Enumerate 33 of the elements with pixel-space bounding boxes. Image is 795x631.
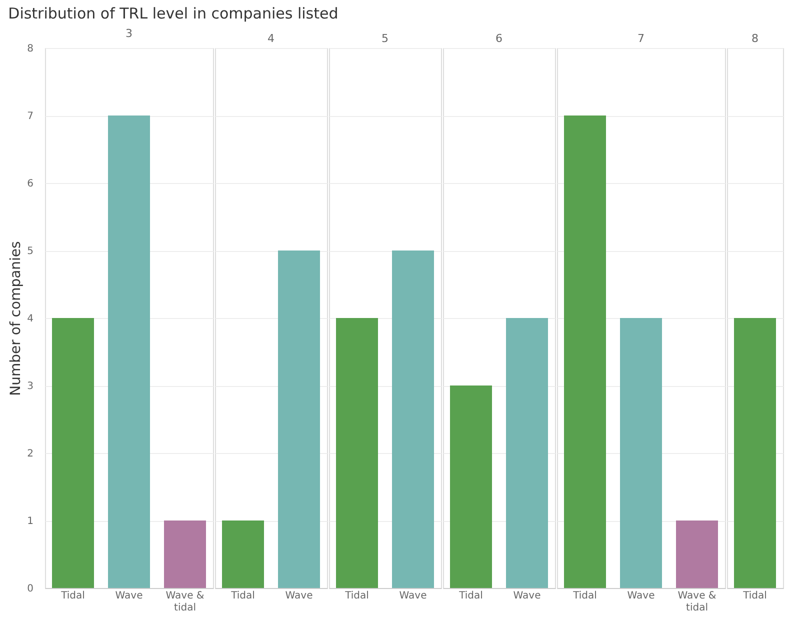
x-tick-label: Wave [399, 590, 427, 602]
text: Distribution of TRL level in companies listed [8, 4, 338, 22]
y-tick-label: 3 [27, 381, 34, 392]
chart-title: 3 [126, 27, 132, 40]
x-tick-label: Wave [513, 590, 541, 602]
chart-title: 7 [638, 32, 644, 45]
y-tick-label: 2 [27, 448, 34, 460]
x-tick-label: Tidal [742, 590, 767, 602]
x-tick-label: Tidal [344, 590, 369, 602]
chart-title: 5 [382, 32, 388, 45]
chart-title: 6 [496, 32, 502, 45]
y-tick-label: 0 [27, 584, 34, 594]
bar [164, 520, 206, 588]
x-tick-label: Tidal [60, 590, 85, 602]
y-tick-label: 8 [27, 44, 34, 54]
chart-title: 8 [752, 32, 758, 45]
bar [108, 116, 150, 588]
y-tick-label: 1 [27, 516, 34, 527]
x-tick-label: Wave & tidal [678, 590, 716, 614]
bar [52, 318, 94, 588]
x-tick-label: Wave [285, 590, 313, 602]
y-tick-label: 7 [27, 111, 34, 122]
x-tick-label: Tidal [230, 590, 255, 602]
x-tick-label: Tidal [458, 590, 483, 602]
y-tick-label: 4 [27, 314, 34, 324]
x-tick-label: Tidal [572, 590, 597, 602]
chart-title: 4 [268, 32, 274, 45]
x-tick-label: Wave [115, 590, 143, 602]
y-tick-label: 6 [27, 178, 34, 190]
x-tick-label: Wave & tidal [166, 590, 204, 614]
x-tick-label: Wave [627, 590, 655, 602]
y-tick-label: 5 [27, 246, 34, 257]
y-axis-title: Number of companies [8, 241, 24, 396]
